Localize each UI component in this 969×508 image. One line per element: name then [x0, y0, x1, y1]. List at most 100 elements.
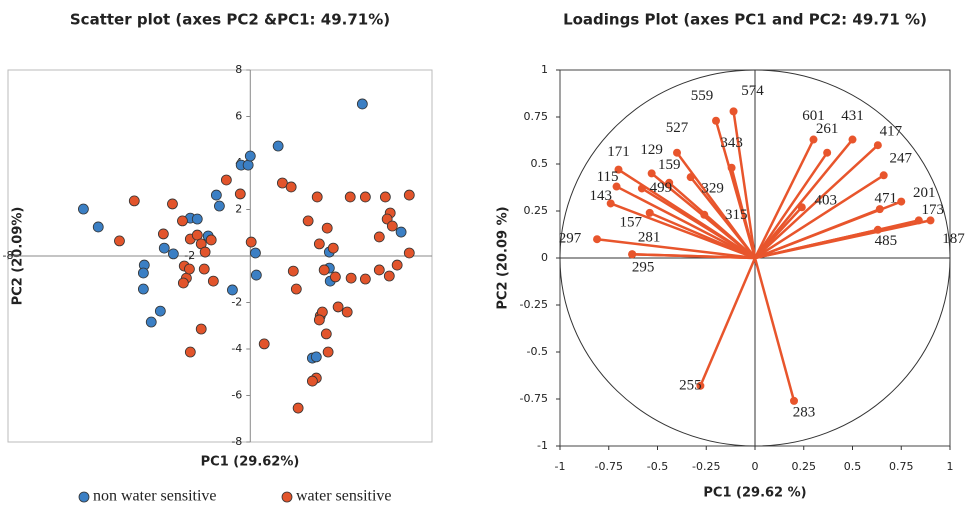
y-tick-label: 0.75 [524, 110, 549, 123]
loading-label: 403 [815, 193, 838, 209]
point [137, 267, 149, 279]
loading-label: 431 [841, 108, 864, 124]
legend-label: non water sensitive [93, 488, 217, 505]
x-tick-label: 0.25 [792, 460, 817, 473]
loading-vector [632, 252, 756, 260]
point [383, 270, 395, 282]
loading-vector [699, 257, 757, 387]
point [250, 247, 261, 259]
loading-vector [754, 206, 803, 259]
point [191, 229, 203, 241]
loading-vector [754, 138, 854, 259]
loading-label: 281 [638, 230, 661, 246]
point [310, 351, 322, 363]
point [327, 242, 339, 254]
point [244, 150, 256, 162]
point [191, 213, 203, 225]
y-tick-label: 8 [235, 63, 242, 76]
loading-point [593, 235, 602, 244]
loading-label: 559 [691, 88, 714, 104]
loading-point [823, 148, 832, 157]
y-tick-label: 0.5 [531, 157, 549, 170]
y-tick-label: -0.75 [520, 392, 548, 405]
loading-label: 173 [922, 202, 945, 218]
loading-point [729, 107, 738, 116]
y-tick-label: -1 [537, 439, 548, 452]
loading-point [614, 165, 623, 174]
loading-vector [732, 111, 757, 259]
point [302, 215, 314, 227]
point [234, 188, 246, 200]
point [137, 283, 149, 295]
point [403, 189, 415, 201]
point [227, 284, 238, 296]
point [258, 338, 270, 350]
loading-label: 343 [720, 135, 743, 151]
x-tick-label: -1 [555, 460, 566, 473]
loading-label: 417 [880, 124, 903, 140]
loading-point [637, 184, 646, 193]
y-tick-label: 0.25 [524, 204, 549, 217]
loading-point [809, 135, 818, 144]
y-tick-label: -0.5 [527, 345, 548, 358]
loading-point [665, 178, 674, 187]
point [292, 402, 304, 414]
loading-vector [649, 211, 756, 260]
point [145, 316, 157, 328]
point [379, 191, 391, 203]
point [329, 271, 341, 283]
loading-point [790, 396, 798, 405]
loading-label: 471 [875, 191, 898, 207]
y-tick-label: 6 [235, 110, 242, 123]
loading-label: 261 [816, 121, 839, 137]
point [195, 323, 207, 335]
point [177, 215, 188, 227]
x-tick-label: -0.75 [595, 460, 623, 473]
point [306, 375, 318, 387]
loading-label: 485 [875, 233, 898, 249]
chart-title: Loadings Plot (axes PC1 and PC2: 49.71 %… [563, 11, 927, 29]
loading-point [606, 199, 615, 208]
point [205, 234, 217, 246]
loading-label: 115 [597, 169, 619, 185]
point [320, 328, 332, 340]
loading-point [727, 163, 736, 172]
point [344, 191, 356, 203]
x-tick-label: 1 [947, 460, 954, 473]
point [318, 264, 330, 276]
loading-point [712, 116, 720, 125]
loading-label: 255 [679, 377, 702, 393]
loading-point [873, 141, 882, 150]
point [167, 248, 179, 260]
y-tick-label: -6 [231, 389, 242, 402]
point [220, 174, 232, 186]
loading-vector [754, 228, 879, 260]
legend-marker [281, 491, 293, 503]
point [285, 181, 297, 193]
loading-point [926, 216, 935, 225]
point [184, 346, 196, 358]
y-tick-label: -8 [231, 435, 242, 448]
point [250, 269, 262, 281]
point [199, 246, 211, 258]
chart-title: Scatter plot (axes PC2 &PC1: 49.71%) [70, 11, 390, 29]
loading-vector [754, 200, 902, 260]
x-axis-title: PC1 (29.62%) [201, 455, 300, 470]
point [276, 177, 288, 189]
x-tick-label: -0.25 [692, 460, 720, 473]
y-tick-label: 1 [541, 63, 548, 76]
legend-marker [78, 491, 90, 503]
point [373, 231, 385, 243]
loading-label: 171 [607, 144, 630, 160]
loading-label: 574 [741, 83, 764, 99]
point [198, 263, 210, 275]
point [290, 283, 302, 295]
loading-point [628, 250, 637, 259]
loading-label: 143 [589, 188, 612, 204]
point [359, 273, 371, 285]
point [345, 272, 357, 284]
loading-vector [753, 257, 796, 402]
loading-label: 201 [913, 185, 936, 201]
y-tick-label: 2 [235, 203, 242, 216]
point [210, 189, 222, 201]
